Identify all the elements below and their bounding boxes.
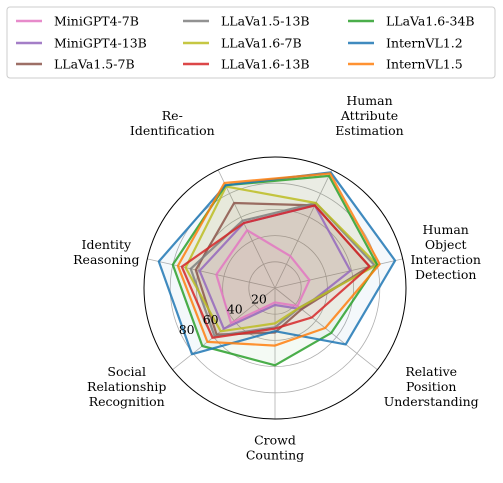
r-tick-label: 60 [203,312,219,327]
axis-label: Crowd Counting [246,433,304,463]
r-tick-label: 80 [179,322,195,337]
r-tick-label: 20 [251,291,267,306]
axis-label: Re-Identification [130,108,215,138]
axis-label: Social Relationship Recognition [87,364,166,409]
legend-label: LLaVa1.5-13B [221,14,310,29]
legend-label: InternVL1.5 [386,57,463,72]
legend-label: LLaVa1.5-7B [54,57,135,72]
axis-label: Relative Position Understanding [384,364,479,409]
legend: MiniGPT4-7B MiniGPT4-13B LLaVa1.5-7B LLaVa1… [7,7,495,78]
legend-label: LLaVa1.6-13B [221,57,310,72]
axis-label: Human Attribute Estimation [335,93,403,138]
legend-label: LLaVa1.6-34B [386,14,475,29]
legend-label: LLaVa1.6-7B [221,36,302,51]
axis-label: Human Object Interaction Detection [410,222,480,282]
legend-label: InternVL1.2 [386,36,463,51]
axis-label: Identity Reasoning [73,237,139,267]
r-tick-label: 40 [227,302,243,317]
plot-area: 20 40 60 80 Human Attribute Estimation Human Ob… [73,93,481,463]
legend-label: MiniGPT4-7B [54,14,139,29]
legend-label: MiniGPT4-13B [54,36,147,51]
